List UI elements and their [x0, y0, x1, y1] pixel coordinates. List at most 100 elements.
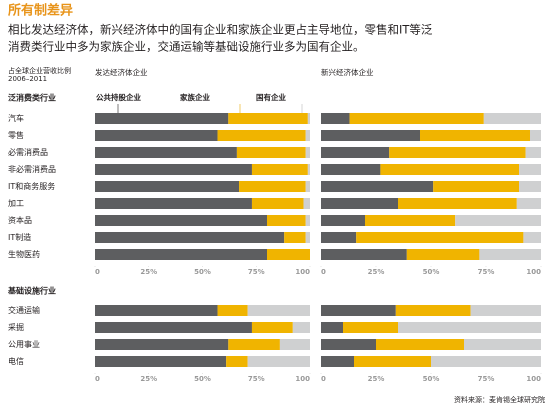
- x-tick-label: 75%: [248, 375, 265, 383]
- bar-segment: [95, 181, 240, 192]
- bar-segment: [247, 356, 310, 367]
- category-label: 生物医药: [8, 249, 40, 259]
- bar-segment: [519, 181, 541, 192]
- x-tick-label: 0: [321, 375, 326, 383]
- x-tick-label: 25%: [368, 268, 385, 276]
- x-tick-label: 100: [526, 268, 541, 276]
- bar-segment: [95, 215, 267, 226]
- bar-segment: [321, 356, 354, 367]
- x-tick-label: 75%: [478, 268, 495, 276]
- bar-segment: [398, 322, 541, 333]
- bar-segment: [354, 356, 431, 367]
- bar-segment: [470, 305, 541, 316]
- bar-segment: [251, 198, 304, 209]
- bar-segment: [305, 181, 310, 192]
- bar-segment: [420, 130, 530, 141]
- subtitle-line: 消费类行业中多为家族企业，交通运输等基础设施行业多为国有企业。: [8, 40, 365, 54]
- panel-title: 发达经济体企业: [95, 67, 148, 77]
- bar-segment: [267, 249, 310, 260]
- bar-segment: [321, 113, 350, 124]
- legend-label: 国有企业: [256, 92, 286, 102]
- bar-segment: [307, 164, 310, 175]
- group-title: 泛消费类行业: [8, 93, 56, 103]
- legend-label: 公共持股企业: [96, 92, 141, 102]
- bar-segment: [251, 164, 308, 175]
- bar-segment: [95, 339, 229, 350]
- category-label: 必需消费品: [8, 147, 48, 157]
- bar-segment: [217, 305, 248, 316]
- bar-segment: [303, 198, 310, 209]
- bar-segment: [321, 215, 365, 226]
- bar-segment: [95, 164, 252, 175]
- x-tick-label: 25%: [140, 268, 157, 276]
- category-label: 采掘: [8, 322, 24, 332]
- x-tick-label: 100: [295, 375, 310, 383]
- bar-segment: [321, 164, 381, 175]
- bar-segment: [343, 322, 398, 333]
- panel-title: 新兴经济体企业: [321, 67, 374, 77]
- bar-segment: [95, 130, 218, 141]
- bar-segment: [95, 249, 267, 260]
- category-label: 零售: [8, 130, 24, 140]
- bar-segment: [321, 181, 434, 192]
- category-label: 汽车: [8, 113, 24, 123]
- bar-segment: [376, 339, 464, 350]
- bar-segment: [217, 130, 306, 141]
- bar-segment: [321, 198, 398, 209]
- bar-segment: [433, 181, 519, 192]
- bar-segment: [236, 147, 306, 158]
- x-tick-label: 50%: [194, 268, 211, 276]
- category-label: IT和商务服务: [8, 181, 55, 191]
- category-label: 交通运输: [8, 305, 40, 315]
- bar-segment: [321, 249, 407, 260]
- bar-segment: [239, 181, 306, 192]
- category-label: IT制造: [8, 232, 31, 242]
- bar-segment: [380, 164, 519, 175]
- bar-segment: [95, 232, 285, 243]
- bar-segment: [321, 130, 420, 141]
- category-label: 电信: [8, 356, 24, 366]
- x-tick-label: 100: [526, 375, 541, 383]
- category-label: 非必需消费品: [8, 164, 56, 174]
- bar-segment: [95, 198, 252, 209]
- bar-segment: [292, 322, 310, 333]
- bar-segment: [95, 113, 229, 124]
- bar-segment: [389, 147, 526, 158]
- bar-segment: [305, 232, 310, 243]
- bar-segment: [398, 198, 517, 209]
- bar-segment: [321, 232, 357, 243]
- page-title: 所有制差异: [8, 3, 73, 19]
- bar-segment: [267, 215, 306, 226]
- bar-segment: [228, 113, 308, 124]
- x-tick-label: 75%: [478, 375, 495, 383]
- x-tick-label: 75%: [248, 268, 265, 276]
- bar-segment: [279, 339, 310, 350]
- bar-segment: [305, 147, 310, 158]
- bar-segment: [516, 198, 541, 209]
- bar-segment: [483, 113, 541, 124]
- x-tick-label: 0: [95, 375, 100, 383]
- bar-segment: [95, 356, 227, 367]
- source: 资料来源：麦肯锡全球研究院: [454, 395, 545, 404]
- bar-segment: [247, 305, 310, 316]
- bar-segment: [95, 305, 218, 316]
- bar-segment: [365, 215, 456, 226]
- bar-segment: [479, 249, 541, 260]
- group-title: 基础设施行业: [7, 286, 56, 296]
- row-header: 占全球企业营收比例: [8, 66, 71, 75]
- bar-segment: [228, 339, 280, 350]
- row-header: 2006–2011: [8, 75, 47, 83]
- bar-segment: [321, 305, 396, 316]
- bar-segment: [226, 356, 248, 367]
- x-tick-label: 50%: [423, 268, 440, 276]
- bar-segment: [251, 322, 293, 333]
- bar-segment: [95, 147, 237, 158]
- bar-segment: [464, 339, 541, 350]
- bar-segment: [525, 147, 541, 158]
- bar-segment: [305, 215, 310, 226]
- bar-segment: [530, 130, 541, 141]
- x-tick-label: 25%: [368, 375, 385, 383]
- category-label: 加工: [8, 198, 24, 208]
- bar-segment: [305, 130, 310, 141]
